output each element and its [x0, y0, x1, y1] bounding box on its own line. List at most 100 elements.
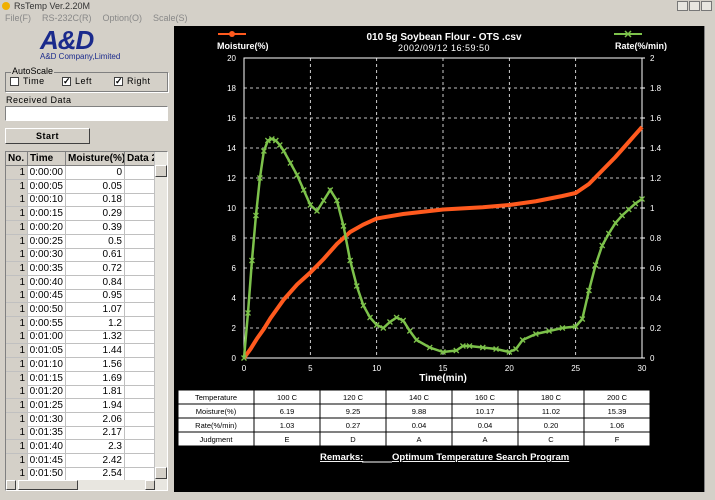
- data-marker: [632, 200, 639, 207]
- start-button[interactable]: Start: [5, 128, 90, 144]
- scroll-up[interactable]: [155, 165, 167, 177]
- x-tick-label: 5: [308, 364, 313, 373]
- vertical-scrollbar[interactable]: [154, 152, 167, 480]
- table-cell: 0:00:15: [28, 207, 66, 222]
- table-cell: 1.07: [66, 303, 125, 317]
- y-tick-label: 8: [232, 234, 237, 243]
- minimize-button[interactable]: [677, 1, 688, 11]
- column-header[interactable]: Moisture(%): [66, 152, 125, 166]
- table-cell: 0:01:25: [28, 398, 66, 413]
- logo-company: A&D Company,Limited: [40, 52, 121, 61]
- menu-bar: File(F) RS-232C(R) Option(O) Scale(S): [0, 12, 715, 25]
- right-scrollbar[interactable]: [704, 26, 715, 492]
- data-marker: [579, 316, 586, 322]
- data-marker: [380, 325, 387, 331]
- table-cell: 0:00:10: [28, 193, 66, 208]
- row-header: Moisture(%): [196, 407, 237, 416]
- data-marker: [513, 346, 519, 352]
- data-marker: [479, 344, 486, 351]
- maximize-button[interactable]: [689, 1, 700, 11]
- data-marker: [245, 310, 251, 316]
- table-cell: 15.39: [608, 407, 627, 416]
- data-marker: [347, 257, 354, 264]
- data-table: No. Time Moisture(%) Data 2 1 0:00:00 0 1 0:00:0…: [5, 151, 168, 491]
- empty-cell: [125, 220, 156, 235]
- row-header: Judgment: [200, 435, 234, 444]
- y2-tick-label: 0.4: [650, 294, 662, 303]
- y2-tick-label: 1: [650, 204, 655, 213]
- table-cell: 1.06: [610, 421, 625, 430]
- x-tick-label: 10: [372, 364, 381, 373]
- menu-item[interactable]: Option(O): [102, 13, 143, 23]
- data-marker: [559, 325, 566, 331]
- table-cell: 200 C: [607, 393, 628, 402]
- empty-cell: [125, 261, 156, 276]
- close-button[interactable]: [701, 1, 712, 11]
- row-number: 1: [6, 412, 28, 427]
- remarks-text: Optimum Temperature Search Program: [392, 452, 569, 463]
- table-cell: 0.04: [412, 421, 427, 430]
- legend-label: Rate(%/min): [615, 41, 667, 51]
- data-marker: [599, 242, 606, 249]
- table-cell: 10.17: [476, 407, 495, 416]
- table-cell: 0.20: [544, 421, 559, 430]
- scroll-right[interactable]: [145, 480, 155, 490]
- empty-cell: [125, 179, 156, 194]
- row-number: 1: [6, 275, 28, 290]
- checkbox[interactable]: ✓: [62, 77, 71, 86]
- x-tick-label: 20: [505, 364, 514, 373]
- empty-cell: [125, 371, 156, 386]
- row-number: 1: [6, 398, 28, 413]
- horizontal-scrollbar[interactable]: [6, 480, 167, 490]
- table-cell: 0:00:05: [28, 179, 66, 194]
- y-tick-label: 0: [232, 354, 237, 363]
- table-cell: 1.94: [66, 398, 125, 413]
- received-input[interactable]: [5, 106, 168, 121]
- scroll-thumb[interactable]: [18, 480, 78, 490]
- table-cell: 2.42: [66, 453, 125, 468]
- table-cell: A: [482, 435, 487, 444]
- data-marker: [459, 343, 466, 349]
- row-number: 1: [6, 440, 28, 454]
- row-number: 1: [6, 453, 28, 468]
- scroll-down[interactable]: [155, 467, 167, 479]
- data-marker: [300, 187, 307, 193]
- remarks-label: Remarks:: [320, 452, 363, 463]
- data-marker: [585, 287, 592, 294]
- column-header[interactable]: Time: [28, 152, 66, 166]
- legend-marker: [624, 30, 632, 38]
- chart-panel: 010 5g Soybean Flour - OTS .csv2002/09/1…: [174, 26, 704, 492]
- data-marker: [249, 257, 255, 264]
- checkbox[interactable]: [10, 77, 19, 86]
- empty-cell: [125, 412, 156, 427]
- menu-item[interactable]: RS-232C(R): [42, 13, 92, 23]
- empty-cell: [125, 234, 156, 249]
- table-cell: 0.39: [66, 220, 125, 235]
- menu-item[interactable]: File(F): [5, 13, 31, 23]
- x-tick-label: 30: [638, 364, 647, 373]
- table-cell: 6.19: [280, 407, 295, 416]
- scroll-left[interactable]: [6, 480, 16, 490]
- row-number: 1: [6, 385, 28, 400]
- data-marker: [373, 322, 380, 328]
- check-mark: ✓: [115, 76, 123, 86]
- legend-label: Moisture(%): [217, 41, 269, 51]
- table-cell: 0:01:40: [28, 440, 66, 454]
- table-cell: 2.06: [66, 412, 125, 427]
- x-axis-label: Time(min): [419, 373, 467, 384]
- column-header[interactable]: Data 2: [125, 152, 156, 166]
- menu-item[interactable]: Scale(S): [153, 13, 188, 23]
- column-header[interactable]: No.: [6, 152, 28, 166]
- checkbox[interactable]: ✓: [114, 77, 123, 86]
- table-cell: 180 C: [541, 393, 562, 402]
- empty-cell: [125, 248, 156, 263]
- table-cell: 0.5: [66, 234, 125, 249]
- table-cell: 0.61: [66, 248, 125, 263]
- table-cell: 1.44: [66, 344, 125, 359]
- table-cell: C: [548, 435, 554, 444]
- row-number: 1: [6, 371, 28, 386]
- table-cell: 0:01:35: [28, 426, 66, 441]
- y2-tick-label: 0: [650, 354, 655, 363]
- table-cell: D: [350, 435, 356, 444]
